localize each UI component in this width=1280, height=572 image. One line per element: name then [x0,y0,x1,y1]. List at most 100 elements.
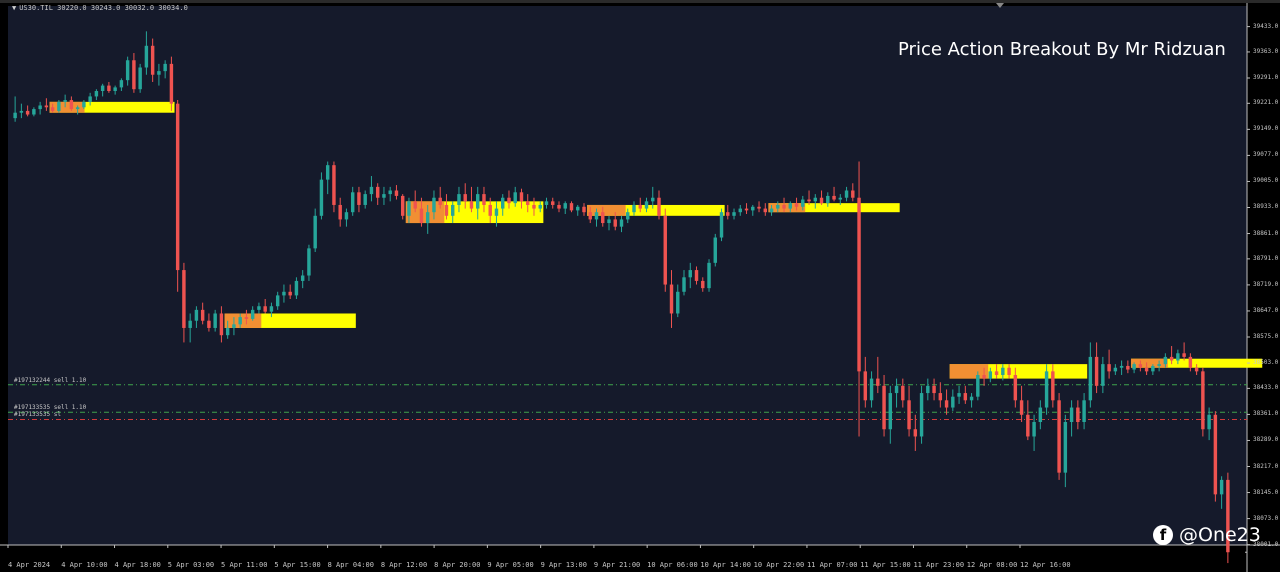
trade-label[interactable]: #197133535 sl [14,411,61,419]
candle-body [344,212,349,220]
time-axis-label: 9 Apr 13:00 [540,561,587,569]
candle-body [1119,365,1124,368]
candle-body [157,71,161,75]
price-axis-label: 38073.0 [1253,514,1279,522]
candle-body [801,199,805,207]
candle-body [938,393,943,401]
chart-shift-marker-icon[interactable] [996,3,1004,8]
candle-body [488,204,492,216]
candle-body [869,378,874,401]
price-axis-label: 38791.0 [1253,254,1279,262]
candle-body [1157,364,1161,366]
candle-body [813,197,818,202]
candle-body [644,201,649,209]
candle-body [1101,364,1105,386]
candle-body [1051,371,1055,401]
time-axis-label: 11 Apr 15:00 [860,561,911,569]
candle-body [88,96,92,102]
candle-body [457,194,461,205]
breakout-zone-accent [49,101,85,113]
candle-body [1007,367,1011,375]
symbol-ohlc-text: US30.TIL 30220.0 30243.0 30032.0 30034.0 [19,4,188,12]
candle-body [701,280,705,289]
candle-body [1063,422,1068,473]
price-axis-label: 39221.0 [1253,99,1279,107]
candle-body [19,110,24,113]
candle-body [1082,400,1086,423]
candle-body [144,45,149,68]
candle-body [769,208,774,213]
candle-body [413,201,417,209]
candle-body [1207,414,1211,430]
candle-body [1044,371,1049,408]
candle-body [275,295,280,307]
candle-body [1126,365,1130,370]
candle-body [788,203,793,209]
time-axis-label: 9 Apr 05:00 [487,561,534,569]
candle-body [394,190,399,196]
candle-body [576,206,580,211]
price-axis-label: 38217.0 [1253,462,1279,470]
candle-body [1176,353,1180,361]
candle-body [744,208,749,211]
candle-body [438,197,442,205]
time-axis-label: 4 Apr 10:00 [61,561,108,569]
candle-body [200,309,205,321]
candle-body [638,204,642,209]
candle-body [551,201,555,205]
trade-label[interactable]: #197133535 sell 1.10 [14,404,87,412]
candle-body [594,212,599,220]
candle-body [300,275,305,281]
candle-body [307,248,311,276]
trade-label[interactable]: #197132244 sell 1.10 [14,376,87,384]
candle-body [1219,479,1224,495]
candle-body [526,201,530,205]
candle-body [325,165,330,180]
candle-body [250,309,255,319]
time-axis-label: 10 Apr 22:00 [753,561,805,569]
watermark-handle: @One23 [1179,524,1261,546]
price-axis-label: 38719.0 [1253,280,1279,288]
candle-body [569,203,574,211]
candle-body [400,195,405,216]
candle-body [357,192,361,205]
candle-body [407,201,411,216]
candle-body [207,320,211,328]
candle-body [863,371,868,401]
candle-body [1188,356,1193,368]
candle-body [1132,364,1136,370]
candle-body [57,101,61,111]
candle-body [482,194,486,205]
candle-body [288,291,292,296]
candle-body [132,60,136,90]
time-axis-label: 12 Apr 08:00 [966,561,1018,569]
collapse-arrow-icon[interactable]: ▼ [12,4,17,12]
breakout-zone-accent [587,204,626,216]
candle-body [1019,400,1024,415]
candle-body [363,194,367,205]
candle-body [857,197,861,372]
time-axis-label: 4 Apr 2024 [8,561,51,569]
candle-body [182,270,186,328]
candle-body [713,237,717,263]
candle-body [626,212,630,220]
time-axis-label: 5 Apr 11:00 [221,561,268,569]
candle-body [763,208,767,213]
candle-body [188,320,192,328]
candle-body [1226,479,1230,553]
candle-body [1151,365,1155,372]
candle-body [319,179,324,216]
candle-body [969,396,974,401]
candle-body [944,400,949,408]
candle-body [532,204,536,209]
candle-body [782,204,786,209]
candle-body [450,204,455,216]
candle-body [732,212,736,216]
candle-body [844,190,849,198]
candle-body [50,107,55,111]
candle-body [175,103,180,271]
candle-body [425,212,430,224]
candle-body [963,393,968,401]
price-axis-label: 39363.0 [1253,47,1279,55]
